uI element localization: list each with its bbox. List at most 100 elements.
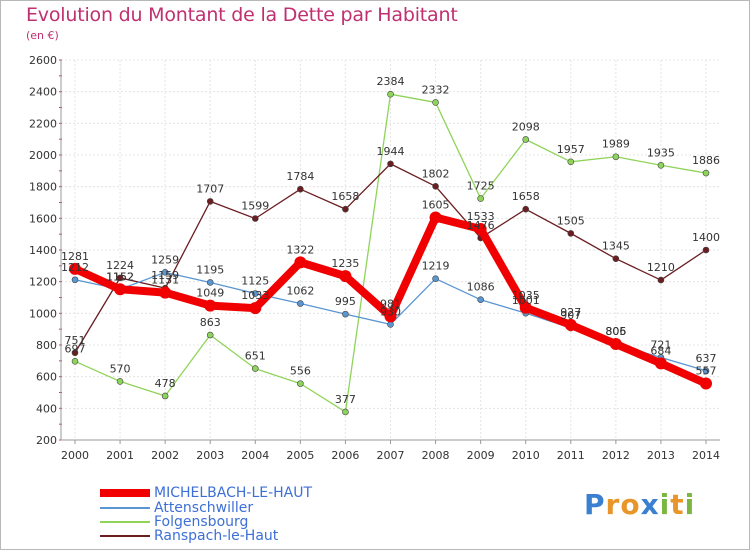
data-label: 1033: [241, 289, 269, 302]
data-point: [161, 269, 169, 276]
x-tick-label: 2010: [512, 449, 540, 462]
data-point: [609, 338, 622, 351]
data-point: [654, 357, 667, 370]
x-tick-label: 2004: [241, 449, 269, 462]
logo-letter: i: [684, 488, 696, 521]
logo-letter: i: [659, 488, 671, 521]
y-tick-label: 2600: [29, 54, 57, 67]
y-tick-label: 1800: [29, 181, 57, 194]
data-point: [567, 158, 575, 166]
data-point: [657, 276, 665, 284]
y-tick-label: 2400: [29, 86, 57, 99]
data-label: 1886: [692, 154, 720, 167]
data-point: [206, 279, 214, 286]
data-point: [297, 380, 304, 387]
data-label: 1195: [196, 263, 224, 276]
data-label: 1599: [241, 199, 269, 212]
y-tick-label: 600: [36, 371, 57, 384]
x-tick-label: 2001: [106, 449, 134, 462]
data-label: 1658: [331, 190, 359, 203]
logo-letter: t: [670, 488, 685, 521]
data-label: 684: [650, 344, 671, 357]
series-michelbach-le-haut: [69, 211, 712, 390]
x-tick-label: 2013: [647, 449, 675, 462]
y-tick-label: 1600: [29, 212, 57, 225]
data-point: [702, 169, 710, 177]
data-point: [432, 183, 439, 190]
data-label: 1345: [602, 240, 630, 253]
data-point: [519, 301, 532, 314]
data-point: [251, 215, 259, 222]
x-tick-label: 2005: [286, 449, 314, 462]
data-point: [206, 198, 214, 205]
data-label: 1152: [106, 270, 134, 283]
data-point: [161, 392, 169, 400]
data-label: 805: [605, 325, 626, 338]
data-label: 1505: [557, 214, 585, 227]
data-label: 907: [560, 309, 581, 322]
data-label: 2332: [422, 83, 450, 96]
legend-swatch: [100, 535, 150, 537]
x-tick-label: 2006: [331, 449, 359, 462]
data-label: 1219: [422, 260, 450, 273]
y-tick-label: 200: [36, 434, 57, 447]
data-point: [69, 262, 81, 275]
data-point: [657, 161, 665, 169]
x-tick-label: 2011: [557, 449, 585, 462]
x-tick-label: 2002: [151, 449, 179, 462]
data-point: [342, 205, 349, 213]
data-label: 1802: [422, 167, 450, 180]
logo-letter: r: [605, 488, 621, 521]
data-point: [612, 255, 620, 263]
data-label: 995: [335, 295, 356, 308]
data-point: [429, 211, 442, 224]
data-point: [159, 286, 172, 299]
y-tick-label: 1200: [29, 276, 57, 289]
data-label: 570: [110, 362, 131, 375]
y-tick-label: 1400: [29, 244, 57, 257]
chart-subtitle: (en €): [26, 29, 59, 42]
data-point: [702, 367, 710, 375]
x-tick-label: 2003: [196, 449, 224, 462]
data-label: 1605: [422, 199, 450, 212]
value-labels: 697 570 478 863 651 556 377 2384 2332 1725 2098 195…: [65, 75, 721, 406]
data-point: [297, 185, 304, 193]
x-tick-label: 2007: [377, 449, 405, 462]
data-point: [71, 358, 79, 365]
data-label: 1957: [557, 143, 585, 156]
data-label: 1159: [151, 269, 179, 282]
data-label: 1001: [512, 294, 540, 307]
data-label: 1125: [241, 275, 269, 288]
y-tick-label: 2200: [29, 117, 57, 130]
data-point: [251, 365, 259, 372]
logo-letter: x: [640, 488, 660, 521]
data-point: [474, 222, 487, 235]
y-tick-label: 400: [36, 402, 57, 415]
data-label: 1086: [467, 281, 495, 294]
legend-item-folgensbourg: Folgensbourg: [100, 515, 248, 529]
data-label: 1035: [512, 289, 540, 302]
data-label: 1152: [106, 270, 134, 283]
data-label: 981: [380, 297, 401, 310]
data-label: 697: [65, 342, 86, 355]
data-point: [114, 283, 127, 296]
legend-swatch: [100, 489, 150, 497]
y-tick-label: 1000: [29, 307, 57, 320]
data-point: [384, 310, 397, 323]
x-tick-label: 2008: [422, 449, 450, 462]
data-point: [71, 349, 79, 357]
data-label: 930: [380, 305, 401, 318]
data-label: 1476: [467, 219, 495, 232]
data-label: 1259: [151, 253, 179, 266]
data-label: 1707: [196, 182, 224, 195]
data-label: 1210: [647, 261, 675, 274]
legend-label: Attenschwiller: [154, 500, 254, 516]
data-label: 1400: [692, 231, 720, 244]
data-label: 556: [290, 365, 311, 378]
legend-swatch: [100, 507, 150, 509]
value-labels: 1212 1152 1259 1195 1125 1062 995 930 1219 1086 10…: [61, 253, 717, 364]
data-label: 478: [155, 377, 176, 390]
proxiti-logo: Proxiti: [584, 488, 695, 521]
data-label: 2384: [377, 75, 405, 88]
